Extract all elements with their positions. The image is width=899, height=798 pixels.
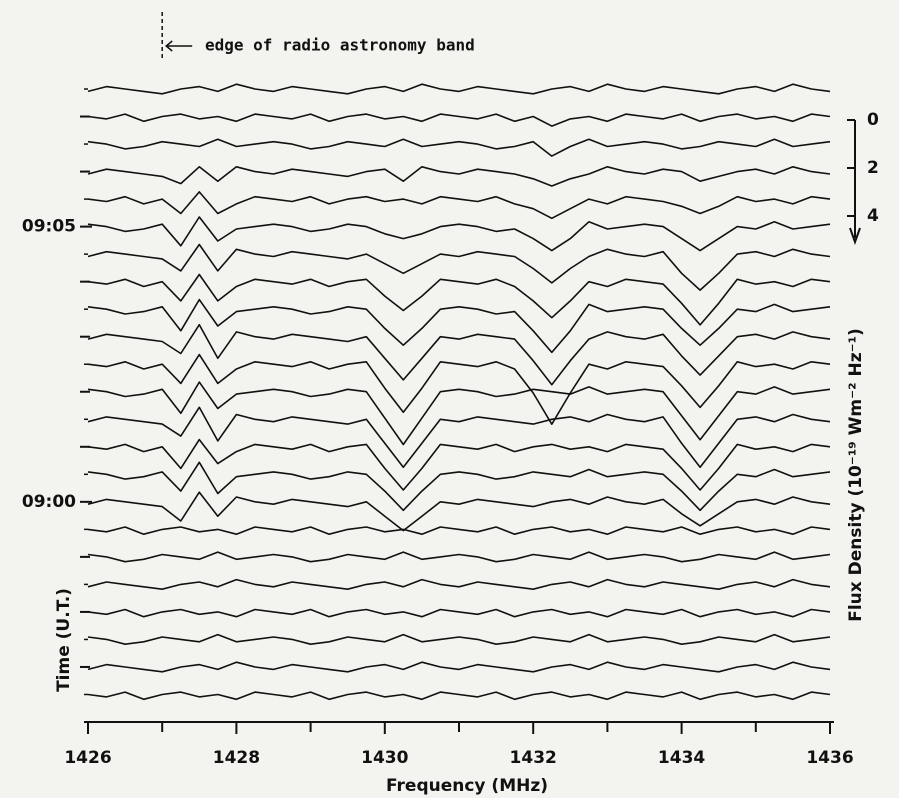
trace <box>87 273 831 326</box>
trace <box>87 381 831 446</box>
trace <box>87 191 831 220</box>
x-tick-label: 1426 <box>64 748 111 768</box>
trace <box>87 323 831 386</box>
trace <box>87 491 831 532</box>
trace <box>87 298 831 354</box>
trace <box>87 438 831 491</box>
x-tick-label: 1432 <box>510 748 557 768</box>
y-tick-label: 09:00 <box>22 492 76 512</box>
annotation-arrow <box>165 40 193 52</box>
flux-axis-title: Flux Density (10⁻¹⁹ Wm⁻² Hz⁻¹) <box>846 328 866 622</box>
trace <box>87 578 831 590</box>
y-axis-title: Time (U.T.) <box>54 588 74 692</box>
trace <box>87 138 831 157</box>
trace <box>87 633 831 645</box>
flux-tick-label: 2 <box>867 158 879 178</box>
flux-scale-arrow <box>849 227 861 245</box>
annotation-text: edge of radio astronomy band <box>205 36 475 55</box>
trace <box>87 166 831 187</box>
x-tick-label: 1430 <box>361 748 408 768</box>
trace <box>87 608 831 618</box>
trace <box>87 526 831 535</box>
trace <box>87 551 831 563</box>
x-tick-label: 1434 <box>658 748 705 768</box>
x-tick-label: 1436 <box>806 748 853 768</box>
trace <box>87 113 831 127</box>
flux-tick-label: 4 <box>867 206 879 226</box>
x-tick-label: 1428 <box>213 748 260 768</box>
trace <box>87 661 831 673</box>
x-axis-title: Frequency (MHz) <box>386 776 548 796</box>
trace <box>87 243 831 291</box>
trace <box>87 216 831 252</box>
trace <box>87 461 831 512</box>
trace <box>87 83 831 95</box>
trace <box>87 691 831 701</box>
trace <box>87 353 831 425</box>
trace <box>87 406 831 469</box>
flux-tick-label: 0 <box>867 110 879 130</box>
y-tick-label: 09:05 <box>22 217 76 237</box>
